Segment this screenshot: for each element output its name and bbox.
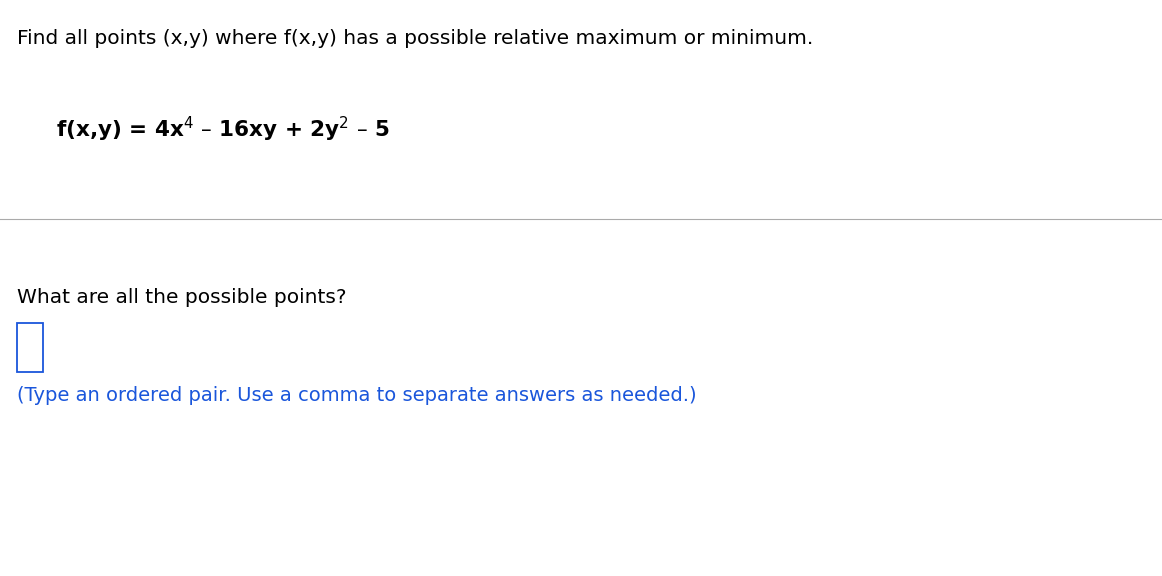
Text: Find all points (x,y) where f(x,y) has a possible relative maximum or minimum.: Find all points (x,y) where f(x,y) has a… (17, 29, 813, 48)
Text: f(x,y) = 4x$^{4}$ – 16xy + 2y$^{2}$ – 5: f(x,y) = 4x$^{4}$ – 16xy + 2y$^{2}$ – 5 (56, 115, 390, 145)
Text: What are all the possible points?: What are all the possible points? (17, 288, 347, 307)
FancyBboxPatch shape (17, 323, 43, 372)
Text: (Type an ordered pair. Use a comma to separate answers as needed.): (Type an ordered pair. Use a comma to se… (17, 386, 697, 405)
